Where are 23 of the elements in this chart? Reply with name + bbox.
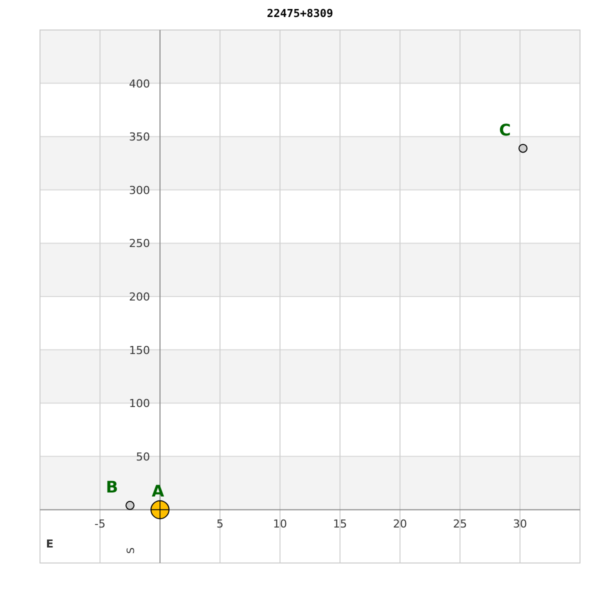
x-tick-label: 10 (273, 518, 287, 531)
point (518, 144, 528, 153)
x-tick-label: 30 (513, 518, 527, 531)
y-tick-label: 350 (129, 130, 150, 144)
y-tick-label: 100 (129, 397, 150, 410)
x-tick-label: 15 (333, 518, 347, 531)
y-tick-label: 300 (129, 184, 150, 197)
series-label: B (106, 477, 118, 496)
y-tick-label: 200 (129, 290, 150, 304)
y-tick-label: 50 (136, 450, 150, 464)
y-tick-label: 250 (129, 237, 150, 250)
series-label: C (499, 120, 511, 140)
point (126, 500, 134, 510)
x-tick-label: 5 (216, 518, 224, 531)
series-label: A (152, 482, 165, 501)
x-tick-label: 25 (453, 518, 467, 531)
x-tick-label: 20 (393, 518, 407, 531)
chart-title: 22475+8309 (266, 7, 334, 20)
y-tick-label: 150 (129, 344, 150, 357)
annotation: E (46, 538, 54, 551)
x-tick-label: -5 (94, 518, 106, 531)
y-tick-label: 400 (129, 77, 150, 90)
annotation: S (126, 547, 137, 554)
